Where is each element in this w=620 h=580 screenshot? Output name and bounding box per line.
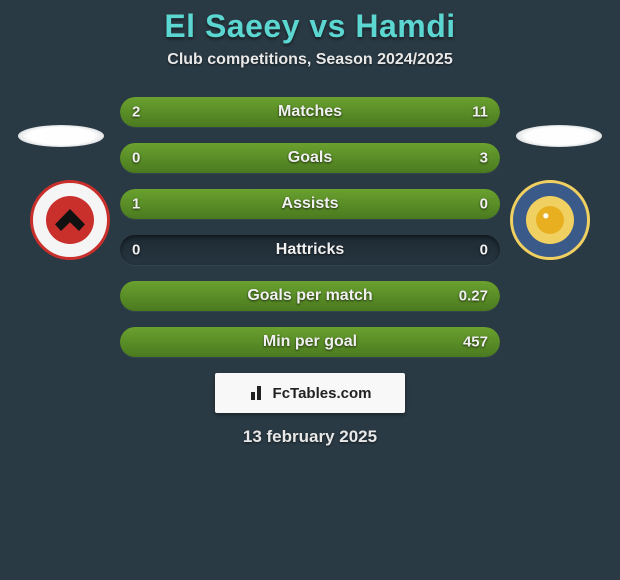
page-subtitle: Club competitions, Season 2024/2025 bbox=[0, 51, 620, 69]
stat-label: Matches bbox=[278, 103, 342, 121]
stat-label: Goals bbox=[288, 149, 332, 167]
stat-label: Min per goal bbox=[263, 333, 357, 351]
stat-label: Hattricks bbox=[276, 241, 344, 259]
ball-icon bbox=[526, 196, 574, 244]
stat-row: 0 3 Goals bbox=[120, 143, 500, 173]
stat-label: Assists bbox=[282, 195, 339, 213]
stat-row: 0.27 Goals per match bbox=[120, 281, 500, 311]
left-shadow-ellipse bbox=[18, 125, 104, 147]
stat-value-right: 457 bbox=[463, 334, 488, 351]
stat-fill-left bbox=[120, 97, 177, 127]
stat-value-right: 0.27 bbox=[459, 288, 488, 305]
stat-value-left: 0 bbox=[132, 242, 140, 259]
right-shadow-ellipse bbox=[516, 125, 602, 147]
stat-value-right: 0 bbox=[480, 196, 488, 213]
stat-label: Goals per match bbox=[247, 287, 372, 305]
right-team-crest bbox=[510, 180, 590, 260]
stat-value-right: 3 bbox=[480, 150, 488, 167]
stat-value-left: 1 bbox=[132, 196, 140, 213]
stat-row: 2 11 Matches bbox=[120, 97, 500, 127]
eagle-icon bbox=[46, 196, 94, 244]
footer-date: 13 february 2025 bbox=[0, 427, 620, 447]
comparison-card: El Saeey vs Hamdi Club competitions, Sea… bbox=[0, 0, 620, 580]
stat-row: 1 0 Assists bbox=[120, 189, 500, 219]
stat-row: 457 Min per goal bbox=[120, 327, 500, 357]
stat-value-right: 0 bbox=[480, 242, 488, 259]
stat-value-right: 11 bbox=[472, 104, 488, 121]
stat-bars: 2 11 Matches 0 3 Goals 1 0 Assists 0 0 Hattricks 0.2… bbox=[120, 97, 500, 357]
stat-row: 0 0 Hattricks bbox=[120, 235, 500, 265]
brand-badge: FcTables.com bbox=[215, 373, 405, 413]
stat-value-left: 2 bbox=[132, 104, 140, 121]
fctables-logo-icon bbox=[249, 384, 267, 402]
page-title: El Saeey vs Hamdi bbox=[0, 8, 620, 45]
stat-value-left: 0 bbox=[132, 150, 140, 167]
left-team-crest bbox=[30, 180, 110, 260]
brand-text: FcTables.com bbox=[273, 385, 372, 402]
